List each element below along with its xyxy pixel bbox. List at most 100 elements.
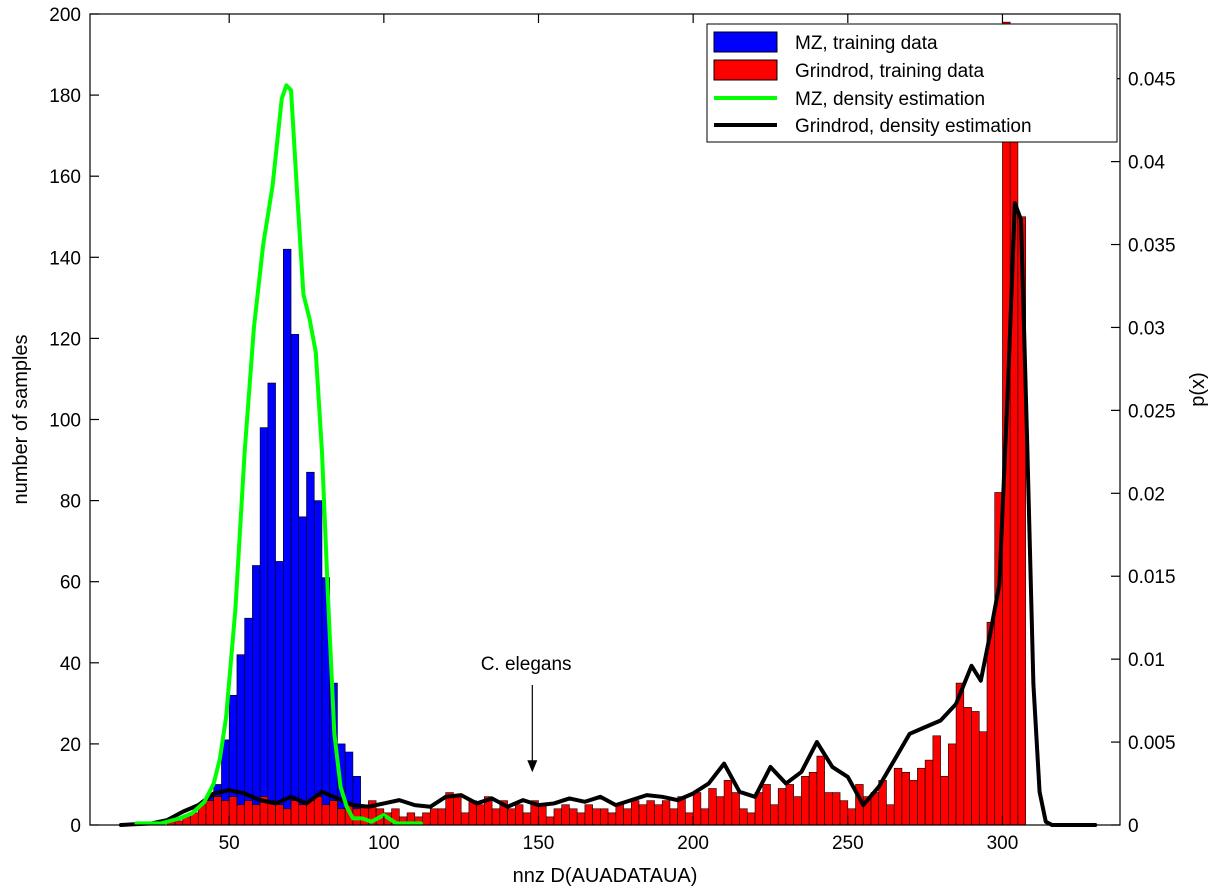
y-right-tick-label: 0.02 xyxy=(1128,484,1165,505)
grindrod-training-bar xyxy=(963,707,972,826)
y-left-axis-ticks: 0 20 40 60 80 100 120 140 160 180 200 xyxy=(49,5,99,837)
grindrod-training-bar xyxy=(174,820,184,826)
density-lines xyxy=(118,83,1098,827)
grindrod-training-bar xyxy=(793,796,802,826)
grindrod-training-bar xyxy=(422,812,431,826)
grindrod-training-bar xyxy=(514,804,524,826)
mz-training-bar xyxy=(267,382,276,826)
legend-entry-mz-density: MZ, density estimation xyxy=(714,89,985,110)
legend: MZ, training data Grindrod, training dat… xyxy=(706,23,1118,143)
legend-label-mz-density: MZ, density estimation xyxy=(795,89,985,110)
grindrod-training-bar xyxy=(832,792,841,826)
y-right-axis-ticks: 0 0.005 0.01 0.015 0.02 0.025 0.03 0.035 0.04 0.0… xyxy=(1111,70,1176,837)
grindrod-training-bar xyxy=(592,808,601,826)
legend-label-grindrod-density: Grindrod, density estimation xyxy=(795,116,1032,137)
y-left-tick-label: 0 xyxy=(70,816,81,837)
y-left-tick-label: 200 xyxy=(49,5,81,26)
grindrod-training-bar xyxy=(337,808,346,826)
grindrod-training-bar xyxy=(978,731,988,826)
x-axis-ticks: 50 100 150 200 250 300 xyxy=(219,14,1018,854)
y-left-axis-label: number of samples xyxy=(10,334,32,504)
mz-training-bar xyxy=(275,561,284,826)
grindrod-training-bar xyxy=(607,812,617,826)
mz-density-line xyxy=(134,83,423,826)
x-tick-label: 200 xyxy=(677,833,709,854)
grindrod-training-bar xyxy=(491,808,501,826)
grindrod-training-bar xyxy=(630,800,640,826)
y-left-tick-label: 20 xyxy=(60,735,81,756)
grindrod-training-bar xyxy=(228,796,238,826)
grindrod-training-bar xyxy=(646,800,655,826)
mz-training-bar xyxy=(236,654,245,826)
grindrod-training-bar xyxy=(313,796,323,826)
x-tick-label: 100 xyxy=(368,833,400,854)
grindrod-training-bar xyxy=(932,735,941,826)
mz-training-bar xyxy=(313,500,323,826)
grindrod-training-bar xyxy=(801,776,810,826)
grindrod-training-bar xyxy=(244,800,253,826)
y-right-tick-label: 0 xyxy=(1128,816,1139,837)
mz-training-bar xyxy=(283,248,292,826)
y-right-axis-label: p(x) xyxy=(1187,372,1209,406)
y-right-tick-label: 0.005 xyxy=(1128,733,1176,754)
grindrod-training-bar xyxy=(940,776,949,826)
grindrod-training-bar xyxy=(538,804,547,826)
y-left-tick-label: 60 xyxy=(60,573,81,594)
grindrod-training-bar xyxy=(584,804,593,826)
x-tick-label: 50 xyxy=(219,833,240,854)
grindrod-training-bar xyxy=(839,800,849,826)
grindrod-training-bar xyxy=(569,808,578,826)
grindrod-training-bar xyxy=(321,804,331,826)
legend-swatch-mz-training xyxy=(713,31,778,53)
grindrod-training-bar xyxy=(545,816,555,826)
grindrod-training-bar xyxy=(205,800,215,826)
y-right-tick-label: 0.035 xyxy=(1128,236,1176,257)
grindrod-training-bar xyxy=(669,808,678,826)
grindrod-training-bar xyxy=(708,788,717,826)
grindrod-training-bar xyxy=(638,804,648,826)
grindrod-training-bar xyxy=(917,767,926,826)
y-left-tick-label: 120 xyxy=(49,329,81,350)
y-left-tick-label: 100 xyxy=(49,411,81,432)
grindrod-training-bar xyxy=(283,808,292,826)
grindrod-training-bar xyxy=(252,804,261,826)
grindrod-training-bar xyxy=(692,792,702,826)
grindrod-training-bar xyxy=(785,784,794,826)
y-right-tick-label: 0.03 xyxy=(1128,318,1165,339)
y-right-tick-label: 0.045 xyxy=(1128,70,1176,91)
mz-training-bar xyxy=(252,565,261,826)
grindrod-training-bar xyxy=(716,796,725,826)
grindrod-training-bar xyxy=(615,804,624,826)
y-left-tick-label: 40 xyxy=(60,654,81,675)
y-left-tick-label: 160 xyxy=(49,167,81,188)
grindrod-density-line xyxy=(118,201,1098,827)
grindrod-training-bar xyxy=(948,743,957,826)
y-left-tick-label: 80 xyxy=(60,492,81,513)
grindrod-training-bar xyxy=(476,804,485,826)
grindrod-training-bar xyxy=(723,780,733,826)
x-tick-label: 250 xyxy=(832,833,864,854)
y-right-tick-label: 0.015 xyxy=(1128,567,1176,588)
legend-entry-grindrod-training: Grindrod, training data xyxy=(713,59,984,82)
grindrod-training-bar xyxy=(700,808,709,826)
annotation-label: C. elegans xyxy=(481,654,572,675)
mz-training-bar xyxy=(259,427,269,826)
legend-entry-mz-training: MZ, training data xyxy=(713,31,938,54)
grindrod-training-bar xyxy=(661,800,671,826)
legend-label-mz-training: MZ, training data xyxy=(795,33,938,54)
grindrod-training-bar xyxy=(847,808,856,826)
grindrod-training-bar xyxy=(777,788,787,826)
grindrod-training-bar xyxy=(221,800,230,826)
grindrod-training-bar xyxy=(909,780,918,826)
grindrod-training-bar xyxy=(437,808,447,826)
mz-training-bar xyxy=(290,334,300,826)
mz-training-bar xyxy=(306,471,315,826)
grindrod-histogram-bars xyxy=(167,21,1026,826)
grindrod-training-bar xyxy=(290,800,300,826)
mz-training-bar xyxy=(298,516,307,826)
grindrod-training-bar xyxy=(623,808,632,826)
grindrod-training-bar xyxy=(762,784,771,826)
legend-entry-grindrod-density: Grindrod, density estimation xyxy=(714,116,1032,137)
grindrod-training-bar xyxy=(770,804,779,826)
y-right-tick-label: 0.025 xyxy=(1128,401,1176,422)
